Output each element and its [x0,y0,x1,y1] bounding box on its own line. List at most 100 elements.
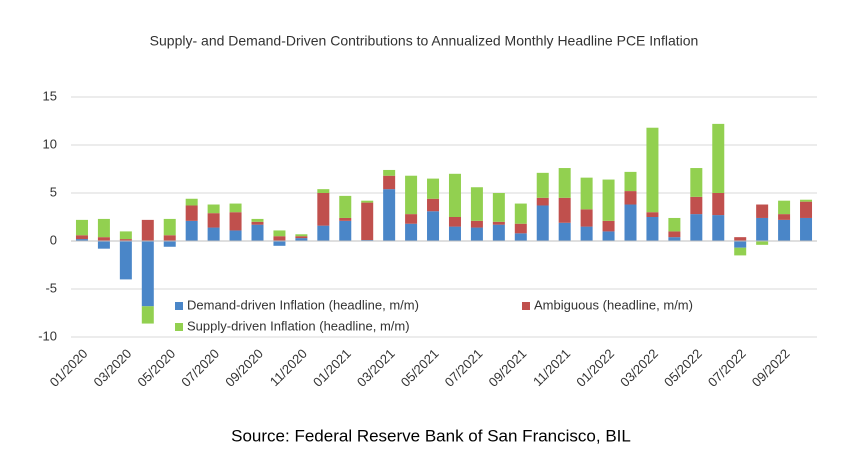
bar-segment [339,220,352,241]
bar-segment [448,173,461,217]
bar-segment [778,219,791,241]
y-tick-label: -10 [38,328,57,343]
bar-segment [229,203,242,213]
bar-segment [383,175,396,190]
bar-segment [602,220,615,232]
bar-segment [756,217,769,241]
bar-segment [690,196,703,215]
bar-segment [163,218,176,236]
bar-segment [229,230,242,241]
bar-segment [756,204,769,218]
bar-segment [514,223,527,234]
bar-segment [427,211,440,241]
bar-segment [229,212,242,231]
x-tick-label: 11/2020 [267,346,310,389]
bar-segment [295,236,308,239]
bar-segment [273,230,286,237]
bar-segment [558,168,571,198]
x-tick-label: 11/2021 [530,346,573,389]
bar-segment [712,193,725,216]
bar-segment [361,200,374,203]
y-tick-label: 10 [43,136,57,151]
legend-swatch [175,323,183,331]
bar-segment [734,241,747,248]
chart-title: Supply- and Demand-Driven Contributions … [150,33,699,49]
x-tick-label: 03/2021 [354,346,398,390]
bar-segment [712,215,725,241]
bar-segment [383,169,396,176]
bar-segment [119,241,132,280]
x-tick-label: 07/2021 [442,346,486,390]
bar-segment [602,179,615,221]
bar-segment [339,217,352,221]
bar-segment [734,237,747,241]
legend-label: Ambiguous (headline, m/m) [534,297,693,312]
x-tick-label: 05/2022 [661,346,705,390]
bar-segment [185,220,198,241]
bar-segment [470,220,483,228]
bar-segment [624,171,637,192]
x-tick-label: 03/2022 [617,346,661,390]
bar-segment [624,204,637,241]
bar-segment [668,217,681,232]
bar-segment [800,217,813,241]
bar-segment [690,168,703,197]
bar-segment [405,175,418,215]
source: Source: Federal Reserve Bank of San Fran… [231,426,631,445]
bar-segment [492,193,505,222]
bar-segment [207,213,220,228]
bar-segment [646,217,659,241]
bar-segment [141,306,154,324]
bar-segment [75,239,88,241]
bar-segment [207,227,220,241]
bar-segment [624,191,637,205]
bar-segment [646,212,659,217]
bar-segment [207,204,220,214]
bar-segment [251,221,264,225]
legend-swatch [522,302,530,310]
legend-label: Supply-driven Inflation (headline, m/m) [187,318,410,333]
bar-segment [317,225,330,241]
bar-segment [580,226,593,241]
legend-swatch [175,302,183,310]
bar-segment [251,218,264,222]
bar-segment [492,224,505,241]
bar-segment [448,226,461,241]
bar-segment [778,200,791,215]
bar-segment [119,231,132,240]
y-tick-label: 0 [50,232,57,247]
bar-segment [734,247,747,256]
bar-segment [75,235,88,240]
bar-segment [185,198,198,206]
legend-label: Demand-driven Inflation (headline, m/m) [187,297,419,312]
bar-segment [580,177,593,210]
bar-segment [273,241,286,246]
bar-segment [580,209,593,227]
x-tick-label: 05/2020 [134,346,178,390]
y-tick-label: 15 [43,88,57,103]
bar-segment [251,224,264,241]
bar-segment [668,237,681,241]
x-tick-label: 01/2020 [47,346,91,390]
bar-segment [141,219,154,241]
bar-segment [427,178,440,199]
bar-segment [646,127,659,213]
bar-segment [602,231,615,241]
bar-segment [756,241,769,245]
bar-segment [383,189,396,241]
y-tick-label: 5 [50,184,57,199]
bar-segment [317,189,330,193]
x-tick-label: 05/2021 [398,346,442,390]
bar-segment [185,205,198,221]
bar-segment [317,193,330,226]
bar-segment [97,241,110,249]
x-tick-label: 07/2020 [178,346,222,390]
bar-segment [361,202,374,241]
bar-segment [97,218,110,238]
bar-segment [536,197,549,206]
bar-segment [470,187,483,221]
bar-segment [558,222,571,241]
bar-segment [339,195,352,218]
x-tick-label: 09/2020 [222,346,266,390]
